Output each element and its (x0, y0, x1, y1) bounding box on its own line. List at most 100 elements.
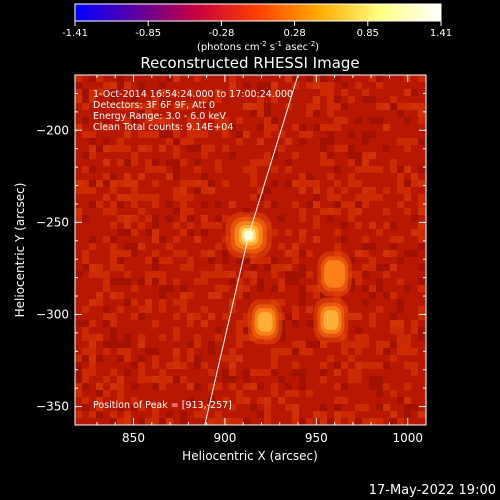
map-texture-cell (180, 418, 187, 425)
map-texture-cell (124, 348, 131, 355)
map-texture-cell (292, 124, 299, 131)
map-texture-cell (257, 278, 264, 285)
map-texture-cell (390, 418, 397, 425)
map-texture-cell (299, 236, 306, 243)
map-texture-cell (369, 194, 376, 201)
map-texture-cell (159, 418, 166, 425)
map-texture-cell (334, 369, 341, 376)
map-texture-cell (341, 411, 348, 418)
map-texture-cell (264, 411, 271, 418)
map-texture-cell (341, 341, 348, 348)
map-texture-cell (194, 236, 201, 243)
map-texture-cell (222, 180, 229, 187)
map-texture-cell (89, 75, 96, 82)
map-texture-cell (369, 418, 376, 425)
map-texture-cell (145, 194, 152, 201)
map-texture-cell (229, 75, 236, 82)
map-texture-cell (383, 292, 390, 299)
map-texture-cell (355, 362, 362, 369)
map-texture-cell (348, 376, 355, 383)
map-texture-cell (404, 103, 411, 110)
map-texture-cell (96, 271, 103, 278)
map-texture-cell (320, 152, 327, 159)
map-texture-cell (208, 187, 215, 194)
map-texture-cell (124, 341, 131, 348)
map-texture-cell (222, 131, 229, 138)
map-texture-cell (313, 96, 320, 103)
map-texture-cell (222, 250, 229, 257)
map-texture-cell (306, 173, 313, 180)
map-texture-cell (404, 138, 411, 145)
map-texture-cell (306, 390, 313, 397)
map-texture-cell (390, 292, 397, 299)
map-texture-cell (89, 320, 96, 327)
map-texture-cell (250, 383, 257, 390)
map-texture-cell (278, 348, 285, 355)
map-texture-cell (334, 208, 341, 215)
map-texture-cell (138, 243, 145, 250)
map-texture-cell (418, 236, 425, 243)
map-texture-cell (180, 299, 187, 306)
map-texture-cell (103, 313, 110, 320)
map-texture-cell (334, 243, 341, 250)
map-texture-cell (257, 257, 264, 264)
x-tick-label: 900 (213, 431, 236, 445)
map-texture-cell (152, 278, 159, 285)
map-texture-cell (334, 166, 341, 173)
map-texture-cell (180, 138, 187, 145)
map-texture-cell (355, 222, 362, 229)
emission-source-layer (324, 260, 346, 288)
map-texture-cell (152, 404, 159, 411)
map-texture-cell (208, 397, 215, 404)
map-texture-cell (159, 376, 166, 383)
map-texture-cell (383, 103, 390, 110)
map-texture-cell (201, 250, 208, 257)
map-texture-cell (173, 124, 180, 131)
map-texture-cell (348, 355, 355, 362)
map-texture-cell (222, 376, 229, 383)
map-texture-cell (243, 369, 250, 376)
map-texture-cell (418, 75, 425, 82)
map-texture-cell (117, 292, 124, 299)
map-texture-cell (313, 236, 320, 243)
map-texture-cell (145, 229, 152, 236)
map-texture-cell (201, 320, 208, 327)
map-texture-cell (306, 341, 313, 348)
map-texture-cell (138, 103, 145, 110)
map-texture-cell (278, 131, 285, 138)
map-texture-cell (264, 418, 271, 425)
map-texture-cell (397, 299, 404, 306)
map-texture-cell (383, 404, 390, 411)
map-texture-cell (173, 187, 180, 194)
map-texture-cell (173, 194, 180, 201)
map-texture-cell (82, 404, 89, 411)
map-texture-cell (96, 201, 103, 208)
map-texture-cell (180, 264, 187, 271)
map-texture-cell (131, 250, 138, 257)
map-texture-cell (397, 103, 404, 110)
map-texture-cell (369, 257, 376, 264)
map-texture-cell (194, 341, 201, 348)
map-texture-cell (152, 264, 159, 271)
map-texture-cell (75, 376, 82, 383)
map-texture-cell (124, 369, 131, 376)
map-texture-cell (383, 362, 390, 369)
map-texture-cell (271, 390, 278, 397)
map-texture-cell (369, 292, 376, 299)
map-texture-cell (369, 152, 376, 159)
map-texture-cell (313, 215, 320, 222)
map-texture-cell (376, 348, 383, 355)
map-texture-cell (222, 215, 229, 222)
map-texture-cell (278, 278, 285, 285)
map-texture-cell (376, 341, 383, 348)
map-texture-cell (173, 89, 180, 96)
map-texture-cell (173, 313, 180, 320)
map-texture-cell (229, 271, 236, 278)
map-texture-cell (299, 264, 306, 271)
map-texture-cell (173, 173, 180, 180)
map-texture-cell (110, 257, 117, 264)
map-texture-cell (292, 306, 299, 313)
map-texture-cell (376, 306, 383, 313)
map-texture-cell (166, 138, 173, 145)
